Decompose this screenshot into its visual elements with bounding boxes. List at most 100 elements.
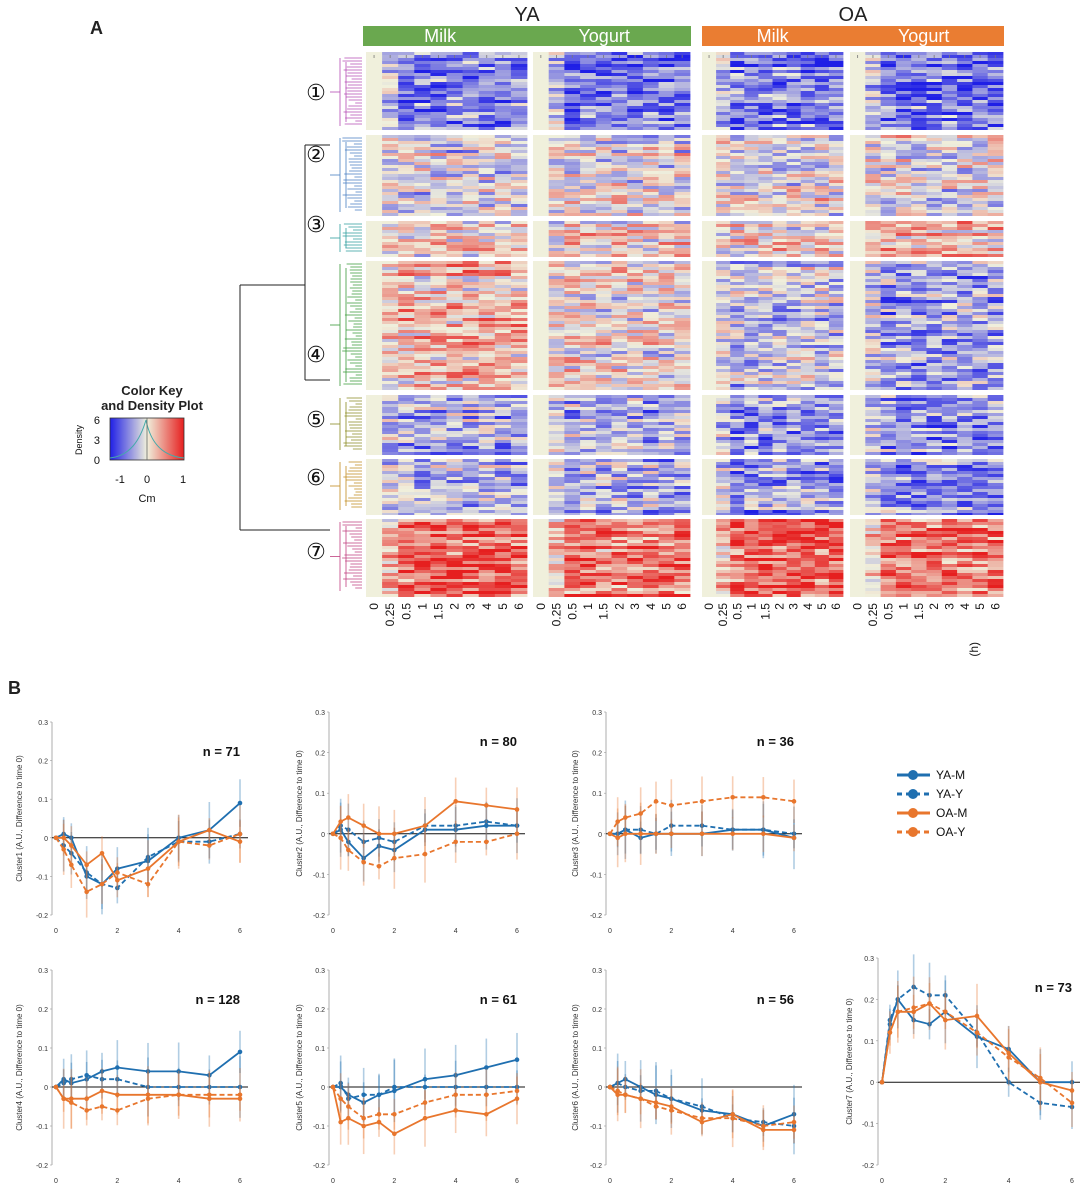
heatmap-cell: [478, 254, 496, 257]
heatmap-cell: [702, 165, 717, 168]
heatmap-cell: [627, 144, 644, 147]
heatmap-cell: [533, 588, 550, 591]
heatmap-cell: [382, 324, 399, 327]
heatmap-cell: [786, 492, 802, 495]
heatmap-cell: [674, 570, 691, 573]
heatmap-cell: [814, 486, 830, 489]
heatmap-cell: [716, 522, 731, 525]
heatmap-cell: [674, 543, 691, 546]
heatmap-cell: [642, 61, 659, 64]
heatmap-cell: [478, 474, 496, 477]
heatmap-cell: [674, 552, 691, 555]
heatmap-cell: [828, 324, 844, 327]
heatmap-cell: [494, 58, 512, 61]
ya-milk-label: Milk: [424, 25, 457, 46]
heatmap-cell: [414, 381, 431, 384]
heatmap-cell: [658, 297, 675, 300]
heatmap-cell: [828, 318, 844, 321]
heatmap-cell: [366, 443, 383, 446]
heatmap-cell: [580, 135, 597, 138]
heatmap-cell: [642, 106, 659, 109]
heatmap-cell: [814, 279, 830, 282]
heatmap-cell: [800, 434, 816, 437]
heatmap-cell: [580, 227, 597, 230]
heatmap-cell: [642, 153, 659, 156]
heatmap-cell: [462, 115, 480, 118]
heatmap-cell: [730, 251, 745, 254]
heatmap-cell: [414, 413, 431, 416]
heatmap-cell: [446, 144, 463, 147]
heatmap-cell: [814, 109, 830, 112]
heatmap-cell: [533, 558, 550, 561]
heatmap-cell: [716, 118, 731, 121]
heatmap-cell: [658, 342, 675, 345]
heatmap-cell: [382, 321, 399, 324]
heatmap-cell: [674, 591, 691, 594]
heatmap-cell: [398, 103, 415, 106]
heatmap-cell: [494, 300, 512, 303]
heatmap-cell: [595, 118, 612, 121]
heatmap-cell: [430, 91, 447, 94]
heatmap-cell: [814, 118, 830, 121]
heatmap-cell: [702, 70, 717, 73]
heatmap-cell: [627, 354, 644, 357]
heatmap-cell: [758, 321, 773, 324]
heatmap-cell: [730, 501, 745, 504]
heatmap-cell: [510, 425, 528, 428]
heatmap-cell: [366, 291, 383, 294]
heatmap-cell: [398, 413, 415, 416]
heatmap-cell: [800, 85, 816, 88]
heatmap-cell: [744, 401, 759, 404]
heatmap-cell: [548, 245, 565, 248]
heatmap-cell: [462, 109, 480, 112]
heatmap-cell: [430, 416, 447, 419]
heatmap-cell: [786, 446, 802, 449]
heatmap-cell: [494, 183, 512, 186]
heatmap-cell: [786, 522, 802, 525]
heatmap-cell: [510, 513, 528, 516]
heatmap-cell: [786, 204, 802, 207]
heatmap-cell: [382, 594, 399, 597]
heatmap-cell: [702, 489, 717, 492]
heatmap-cell: [564, 594, 581, 597]
heatmap-cell: [716, 204, 731, 207]
heatmap-cell: [595, 303, 612, 306]
heatmap-cell: [786, 297, 802, 300]
heatmap-cell: [414, 375, 431, 378]
heatmap-cell: [430, 233, 447, 236]
heatmap-cell: [366, 552, 383, 555]
heatmap-cell: [658, 401, 675, 404]
heatmap-cell: [533, 395, 550, 398]
heatmap-cell: [580, 91, 597, 94]
heatmap-cell: [533, 230, 550, 233]
heatmap-cell: [744, 79, 759, 82]
heatmap-cell: [800, 452, 816, 455]
heatmap-cell: [730, 534, 745, 537]
heatmap-cell: [478, 207, 496, 210]
heatmap-cell: [730, 67, 745, 70]
heatmap-cell: [382, 138, 399, 141]
heatmap-cell: [548, 106, 565, 109]
heatmap-cell: [494, 594, 512, 597]
heatmap-cell: [382, 498, 399, 501]
heatmap-cell: [462, 522, 480, 525]
heatmap-cell: [430, 546, 447, 549]
heatmap-cell: [462, 242, 480, 245]
heatmap-cell: [828, 434, 844, 437]
heatmap-cell: [814, 64, 830, 67]
heatmap-cell: [800, 351, 816, 354]
heatmap-cell: [398, 174, 415, 177]
heatmap-cell: [414, 174, 431, 177]
heatmap-cell: [414, 127, 431, 130]
heatmap-cell: [758, 239, 773, 242]
heatmap-cell: [611, 85, 628, 88]
heatmap-cell: [772, 387, 787, 390]
heatmap-cell: [716, 468, 731, 471]
heatmap-cell: [611, 540, 628, 543]
heatmap-cell: [744, 407, 759, 410]
heatmap-cell: [580, 109, 597, 112]
heatmap-cell: [580, 375, 597, 378]
heatmap-cell: [786, 369, 802, 372]
heatmap-cell: [494, 198, 512, 201]
heatmap-cell: [564, 224, 581, 227]
